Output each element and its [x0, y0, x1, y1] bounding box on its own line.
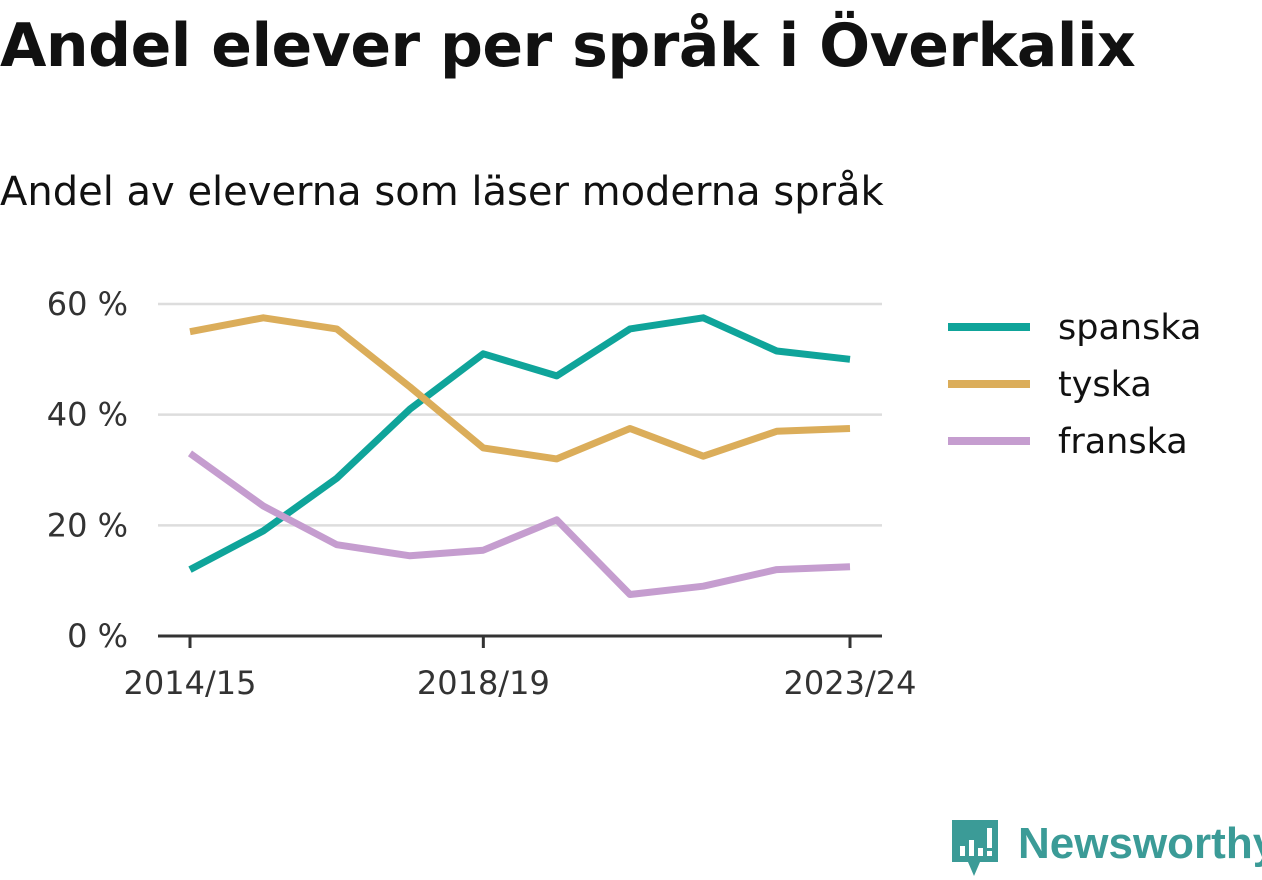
y-axis-tick-labels: 0 % 20 % 40 % 60 %	[47, 285, 128, 655]
x-tick-label: 2023/24	[784, 664, 917, 702]
legend-label-spanska: spanska	[1058, 308, 1201, 348]
brand-name: Newsworthy	[1018, 819, 1262, 868]
y-tick-label: 40 %	[47, 396, 128, 434]
series-line-tyska	[189, 314, 851, 463]
x-tick-label: 2014/15	[124, 664, 257, 702]
chart-title: Andel elever per språk i Överkalix	[0, 11, 1136, 81]
legend: spanska tyska franska	[948, 308, 1201, 462]
series-line-spanska	[188, 314, 851, 573]
x-tick-label: 2018/19	[417, 664, 550, 702]
newsworthy-logo-icon	[952, 820, 998, 876]
y-tick-label: 0 %	[67, 617, 128, 655]
legend-label-franska: franska	[1058, 422, 1188, 462]
y-tick-label: 60 %	[47, 285, 128, 323]
y-tick-label: 20 %	[47, 506, 128, 544]
x-axis-ticks	[188, 636, 852, 648]
series-line-franska	[187, 450, 851, 598]
series-lines	[187, 314, 851, 598]
legend-label-tyska: tyska	[1058, 365, 1152, 405]
gridlines	[158, 302, 882, 527]
x-axis-tick-labels: 2014/15 2018/19 2023/24	[124, 664, 917, 702]
newsworthy-logo: Newsworthy	[950, 818, 1262, 880]
chart-subtitle: Andel av eleverna som läser moderna språ…	[0, 169, 884, 215]
